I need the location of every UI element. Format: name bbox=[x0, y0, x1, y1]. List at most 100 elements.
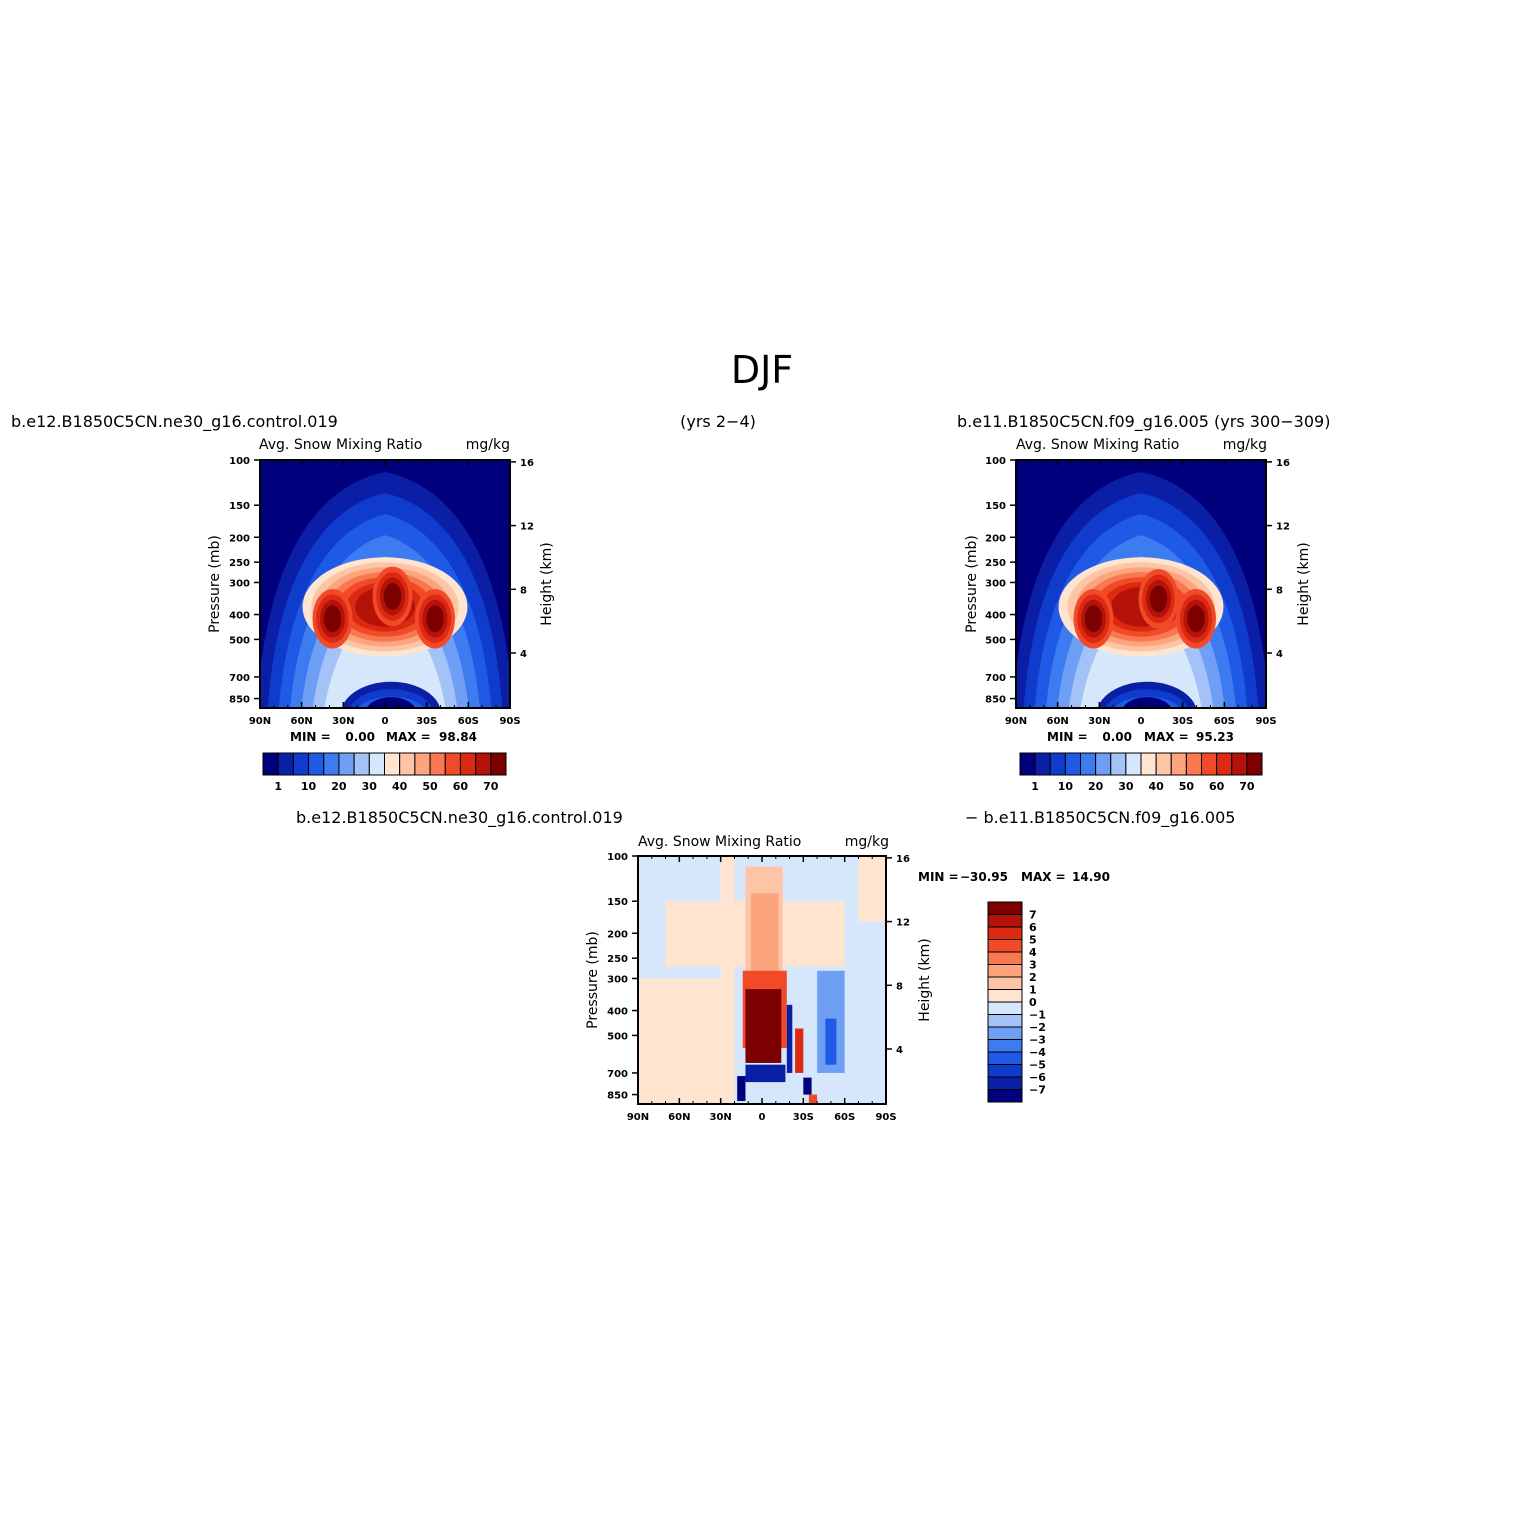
panel2-max-value: 95.23 bbox=[1196, 730, 1234, 744]
colorbar-label: 1 bbox=[1029, 984, 1037, 997]
y-tick-label: 700 bbox=[985, 673, 1006, 684]
y-tick-label: 700 bbox=[607, 1069, 628, 1080]
x-tick-label: 60N bbox=[1047, 716, 1069, 727]
panel2-max-label: MAX = bbox=[1144, 730, 1189, 744]
colorbar-swatch bbox=[353, 752, 370, 776]
y-tick-label: 150 bbox=[985, 501, 1006, 512]
colorbar-label: 0 bbox=[1029, 996, 1037, 1009]
y-tick-label: 400 bbox=[985, 611, 1006, 622]
panel2-x-ticks: 90N 60N 30N 0 30S 60S 90S bbox=[1005, 460, 1277, 727]
colorbar-label: 30 bbox=[362, 780, 378, 793]
colorbar-swatch bbox=[987, 1051, 1023, 1065]
colorbar-swatch bbox=[987, 1076, 1023, 1090]
panel3-min-label: MIN = bbox=[918, 870, 959, 884]
negative-band bbox=[745, 1064, 786, 1083]
panel2-min-label: MIN = bbox=[1047, 730, 1088, 744]
colorbar-swatch bbox=[1125, 752, 1142, 776]
figure-title: DJF bbox=[731, 348, 793, 392]
colorbar-swatch bbox=[323, 752, 340, 776]
panel3-x-ticks: 90N 60N 30N 0 30S 60S 90S bbox=[627, 856, 897, 1123]
positive-lobe bbox=[795, 1028, 804, 1073]
positive-band bbox=[638, 978, 721, 1104]
panel-case1: Avg. Snow Mixing Ratio mg/kg 10015020025… bbox=[207, 437, 555, 793]
colorbar-label: 5 bbox=[1029, 934, 1037, 947]
y-tick-label: 150 bbox=[607, 897, 628, 908]
positive-band bbox=[858, 856, 886, 922]
colorbar-swatch bbox=[987, 926, 1023, 940]
y2-tick-label: 12 bbox=[1276, 522, 1290, 533]
surface-minimum bbox=[366, 697, 416, 708]
colorbar-swatch bbox=[1140, 752, 1157, 776]
y-tick-label: 850 bbox=[229, 695, 250, 706]
colorbar-label: 30 bbox=[1118, 780, 1134, 793]
colorbar-swatch bbox=[987, 976, 1023, 990]
x-tick-label: 90N bbox=[627, 1112, 649, 1123]
x-tick-label: 60N bbox=[668, 1112, 690, 1123]
colorbar-label: 1 bbox=[1031, 780, 1039, 793]
y2-tick-label: 16 bbox=[520, 458, 534, 469]
panel1-min-label: MIN = bbox=[290, 730, 331, 744]
positive-band bbox=[720, 856, 735, 1104]
maximum-lobe bbox=[1149, 585, 1168, 613]
colorbar-swatch bbox=[987, 939, 1023, 953]
y2-tick-label: 8 bbox=[896, 981, 903, 992]
panel1-min-value: 0.00 bbox=[345, 730, 375, 744]
y-tick-label: 250 bbox=[985, 558, 1006, 569]
y-tick-label: 300 bbox=[229, 578, 250, 589]
colorbar-label: 20 bbox=[331, 780, 347, 793]
panel3-max-label: MAX = bbox=[1021, 870, 1066, 884]
colorbar-label: −1 bbox=[1029, 1009, 1046, 1022]
colorbar-label: 2 bbox=[1029, 971, 1037, 984]
maximum-lobe bbox=[1084, 605, 1103, 633]
y-tick-label: 500 bbox=[985, 635, 1006, 646]
colorbar-swatch bbox=[429, 752, 446, 776]
x-tick-label: 60S bbox=[458, 716, 479, 727]
y-tick-label: 250 bbox=[607, 954, 628, 965]
x-tick-label: 30N bbox=[710, 1112, 732, 1123]
colorbar-swatch bbox=[987, 1001, 1023, 1015]
panel1-y2label: Height (km) bbox=[539, 542, 555, 625]
panel3-units: mg/kg bbox=[845, 834, 889, 850]
colorbar-swatch bbox=[292, 752, 310, 776]
x-tick-label: 60S bbox=[834, 1112, 855, 1123]
colorbar-swatch bbox=[987, 914, 1023, 928]
negative-minimum bbox=[803, 1077, 812, 1095]
colorbar-swatch bbox=[1201, 752, 1218, 776]
panel2-field bbox=[1016, 460, 1266, 708]
colorbar-label: 60 bbox=[1209, 780, 1225, 793]
panel3-ylabel: Pressure (mb) bbox=[585, 931, 601, 1029]
y2-tick-label: 8 bbox=[520, 585, 527, 596]
maximum-lobe bbox=[383, 583, 402, 610]
panel-case2: Avg. Snow Mixing Ratio mg/kg 10015020025… bbox=[964, 437, 1312, 793]
colorbar-label: −4 bbox=[1029, 1046, 1046, 1059]
colorbar-swatch bbox=[399, 752, 416, 776]
colorbar-label: −3 bbox=[1029, 1034, 1046, 1047]
panel1-max-value: 98.84 bbox=[439, 730, 477, 744]
colorbar-swatch bbox=[1185, 752, 1202, 776]
y-tick-label: 200 bbox=[607, 929, 628, 940]
colorbar-label: −5 bbox=[1029, 1059, 1046, 1072]
colorbar-swatch bbox=[1080, 752, 1097, 776]
colorbar-swatch bbox=[444, 752, 461, 776]
panel3-field bbox=[638, 856, 886, 1104]
colorbar-swatch bbox=[475, 752, 492, 776]
panel2-left-title: Avg. Snow Mixing Ratio bbox=[1016, 437, 1179, 453]
panel2-units: mg/kg bbox=[1223, 437, 1267, 453]
colorbar-label: 40 bbox=[392, 780, 408, 793]
panel2-ylabel: Pressure (mb) bbox=[964, 535, 980, 633]
colorbar-label: 50 bbox=[1179, 780, 1195, 793]
y-tick-label: 200 bbox=[985, 533, 1006, 544]
y2-tick-label: 12 bbox=[896, 918, 910, 929]
colorbar-swatch bbox=[987, 951, 1023, 965]
colorbar-swatch bbox=[1216, 752, 1233, 776]
panel1-max-label: MAX = bbox=[386, 730, 431, 744]
x-tick-label: 90S bbox=[1255, 716, 1276, 727]
colorbar-swatch bbox=[1246, 752, 1263, 776]
y-tick-label: 400 bbox=[607, 1007, 628, 1018]
colorbar-swatch bbox=[987, 1089, 1023, 1103]
y-tick-label: 500 bbox=[607, 1031, 628, 1042]
colorbar-label: 50 bbox=[422, 780, 438, 793]
colorbar-swatch bbox=[384, 752, 401, 776]
colorbar-swatch bbox=[987, 964, 1023, 978]
